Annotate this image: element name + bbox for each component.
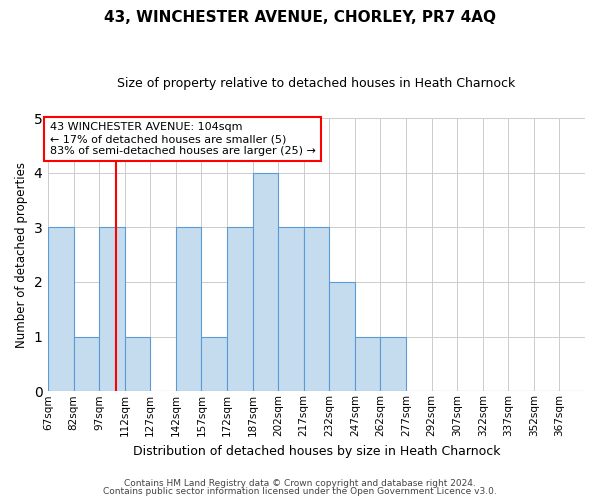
Y-axis label: Number of detached properties: Number of detached properties <box>15 162 28 348</box>
Bar <box>202 336 227 392</box>
Text: Contains public sector information licensed under the Open Government Licence v3: Contains public sector information licen… <box>103 487 497 496</box>
Bar <box>278 228 304 392</box>
Bar <box>176 228 202 392</box>
Text: Contains HM Land Registry data © Crown copyright and database right 2024.: Contains HM Land Registry data © Crown c… <box>124 478 476 488</box>
X-axis label: Distribution of detached houses by size in Heath Charnock: Distribution of detached houses by size … <box>133 444 500 458</box>
Text: 43, WINCHESTER AVENUE, CHORLEY, PR7 4AQ: 43, WINCHESTER AVENUE, CHORLEY, PR7 4AQ <box>104 10 496 25</box>
Bar <box>99 228 125 392</box>
Bar <box>329 282 355 392</box>
Bar <box>355 336 380 392</box>
Title: Size of property relative to detached houses in Heath Charnock: Size of property relative to detached ho… <box>118 78 515 90</box>
Bar <box>380 336 406 392</box>
Bar <box>48 228 74 392</box>
Bar <box>227 228 253 392</box>
Bar <box>253 172 278 392</box>
Text: 43 WINCHESTER AVENUE: 104sqm
← 17% of detached houses are smaller (5)
83% of sem: 43 WINCHESTER AVENUE: 104sqm ← 17% of de… <box>50 122 316 156</box>
Bar <box>74 336 99 392</box>
Bar <box>304 228 329 392</box>
Bar <box>125 336 150 392</box>
